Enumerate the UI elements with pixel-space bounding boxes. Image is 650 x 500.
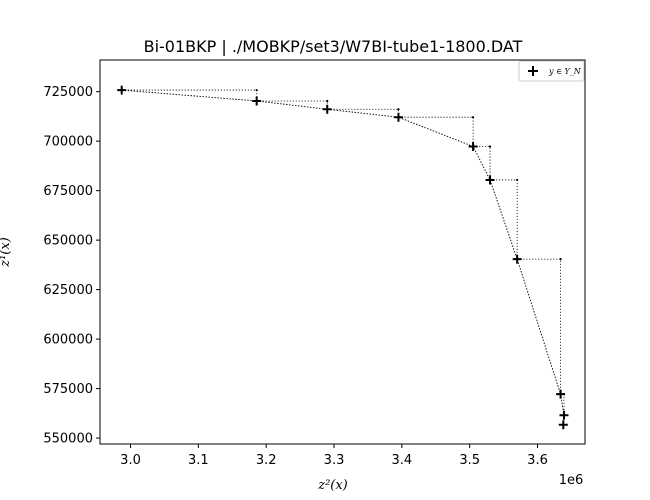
staircase-corner [326, 99, 329, 103]
x-tick-label: 3.0 [120, 453, 141, 468]
staircase-corner [488, 145, 492, 148]
staircase-corner [559, 258, 562, 261]
legend: y ∈ Y_N [518, 60, 585, 82]
data-point [322, 104, 332, 114]
staircase-corner [255, 88, 258, 92]
data-point [252, 96, 262, 106]
data-point [117, 85, 127, 95]
data-point [556, 389, 566, 399]
y-tick-label: 725000 [43, 85, 93, 100]
data-point [393, 112, 403, 122]
x-tick-label: 3.3 [324, 453, 345, 468]
legend-box [518, 60, 585, 82]
x-tick-label: 3.5 [459, 453, 480, 468]
y-tick-label: 575000 [43, 382, 93, 397]
data-point [559, 410, 569, 420]
y-axis: 550000 575000 600000 625000 650000 675000 7000… [43, 85, 100, 447]
plot-area [117, 85, 569, 430]
y-tick-label: 675000 [43, 184, 93, 199]
x-offset-label: 1e6 [559, 473, 584, 488]
x-tick-label: 3.6 [527, 453, 548, 468]
staircase-corner [471, 116, 475, 119]
y-tick-label: 700000 [43, 135, 93, 150]
x-tick-label: 3.1 [188, 453, 209, 468]
data-point [468, 141, 478, 151]
data-point [512, 254, 522, 264]
legend-marker [528, 66, 538, 76]
staircase-segment [398, 116, 474, 147]
staircase-corner [397, 108, 400, 111]
data-point [558, 420, 568, 430]
staircase-segment [473, 146, 491, 180]
data-point [485, 175, 495, 185]
y-axis-label: z¹(x) [0, 237, 13, 268]
y-tick-label: 600000 [43, 333, 93, 348]
x-axis-label: z²(x) [317, 478, 348, 493]
chart-title: Bi-01BKP | ./MOBKP/set3/W7BI-tube1-1800.… [144, 37, 523, 56]
y-tick-label: 650000 [43, 234, 93, 249]
y-tick-label: 625000 [43, 283, 93, 298]
staircase-corner [516, 178, 519, 182]
x-axis: 3.0 3.1 3.2 3.3 3.4 3.5 3.6 [120, 444, 548, 468]
x-tick-label: 3.4 [392, 453, 413, 468]
x-tick-label: 3.2 [256, 453, 277, 468]
legend-label: y ∈ Y_N [548, 67, 582, 76]
plot-frame [99, 59, 586, 445]
y-tick-label: 550000 [43, 432, 93, 447]
